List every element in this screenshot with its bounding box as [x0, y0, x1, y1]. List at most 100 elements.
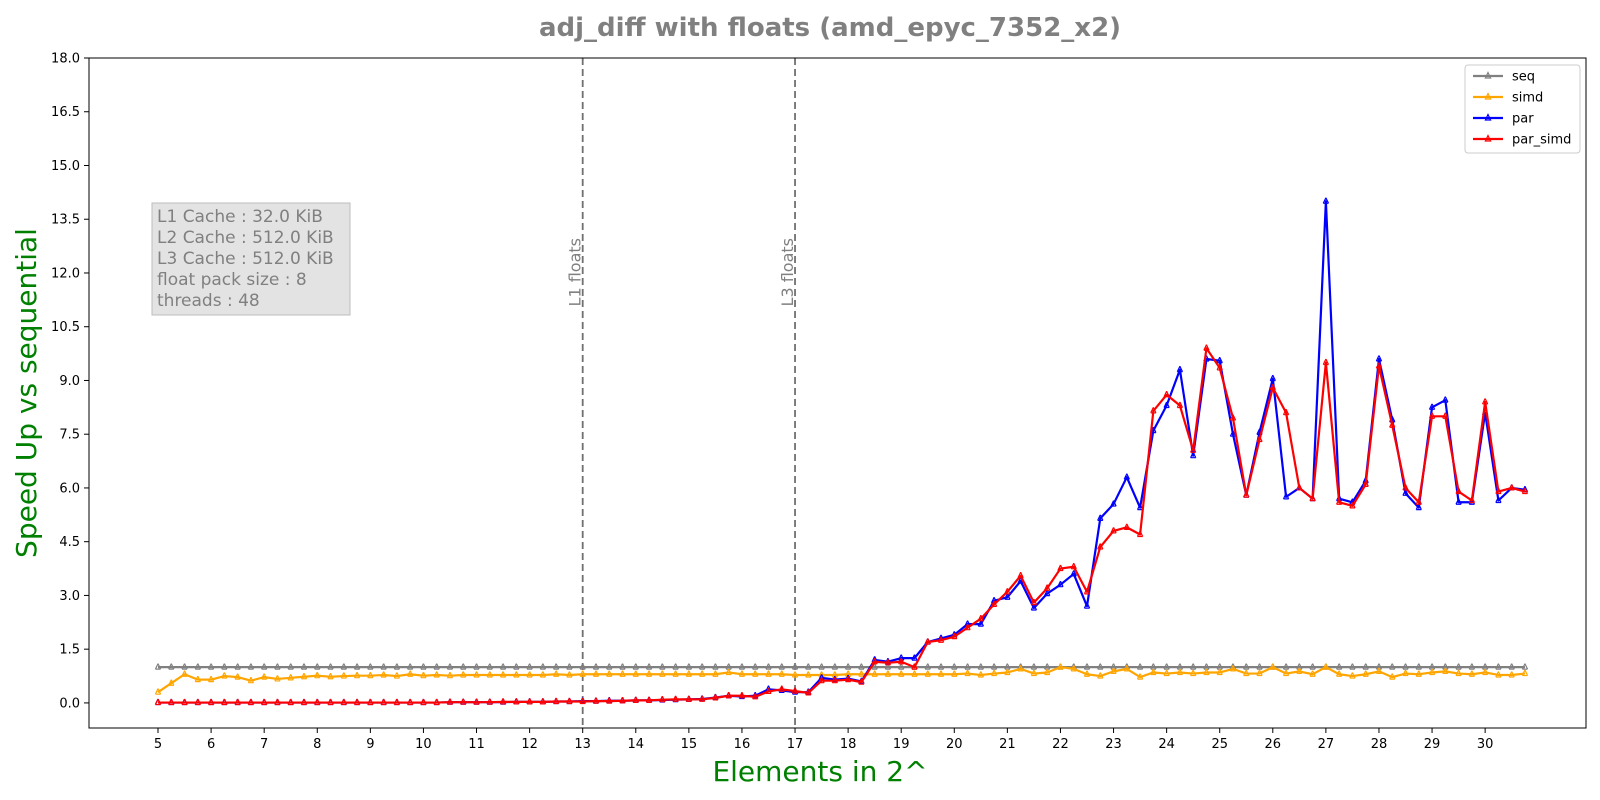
x-tick-label: 8 — [313, 737, 321, 752]
data-point-par_simd — [685, 695, 693, 702]
x-tick-label: 29 — [1424, 737, 1441, 752]
data-point-par_simd — [420, 698, 427, 706]
data-point-seq — [964, 663, 971, 670]
data-point-simd — [1057, 663, 1064, 670]
data-point-seq — [367, 663, 374, 670]
data-point-simd — [393, 672, 401, 679]
data-point-par_simd — [818, 676, 825, 684]
data-point-simd — [672, 670, 679, 677]
data-point-par — [1322, 197, 1330, 204]
data-point-simd — [486, 671, 493, 678]
data-point-par_simd — [1150, 407, 1157, 414]
data-point-simd — [698, 670, 706, 677]
data-point-par_simd — [805, 689, 812, 696]
data-point-par_simd — [446, 698, 454, 705]
data-point-par_simd — [234, 698, 241, 706]
data-point-par_simd — [778, 685, 785, 692]
data-point-simd — [499, 671, 507, 678]
data-point-par_simd — [632, 696, 639, 704]
data-point-simd — [234, 673, 241, 680]
info-l2-cache: L2 Cache : 512.0 KiB — [157, 228, 334, 248]
data-point-simd — [340, 672, 347, 679]
data-point-seq — [951, 663, 958, 670]
data-point-par_simd — [194, 698, 201, 706]
x-tick-label: 18 — [840, 737, 857, 752]
data-point-par_simd — [513, 698, 520, 705]
data-point-seq — [1136, 663, 1144, 670]
data-point-simd — [1402, 669, 1409, 677]
data-point-par_simd — [553, 697, 560, 705]
data-point-par_simd — [1163, 391, 1170, 398]
data-point-par_simd — [460, 698, 467, 705]
x-tick-label: 15 — [681, 737, 698, 752]
data-point-simd — [1150, 668, 1157, 676]
data-point-simd — [460, 671, 467, 678]
x-tick-label: 21 — [999, 737, 1016, 752]
data-point-par_simd — [884, 659, 892, 666]
info-l1-cache: L1 Cache : 32.0 KiB — [157, 207, 323, 227]
data-point-par_simd — [898, 657, 905, 665]
data-point-par — [1375, 355, 1383, 362]
data-point-par_simd — [1229, 414, 1237, 421]
data-point-seq — [407, 663, 414, 670]
data-point-par_simd — [1468, 496, 1476, 504]
data-point-par_simd — [1097, 543, 1104, 550]
data-point-par — [1282, 493, 1290, 500]
data-point-seq — [207, 663, 215, 670]
data-point-par_simd — [407, 698, 414, 706]
data-point-seq — [1521, 663, 1529, 670]
data-point-par — [1097, 514, 1104, 522]
data-point-simd — [964, 669, 971, 677]
data-point-par_simd — [221, 698, 228, 706]
data-point-simd — [937, 670, 945, 677]
data-point-seq — [606, 663, 613, 670]
x-tick-label: 6 — [207, 737, 215, 752]
data-point-seq — [1508, 663, 1515, 670]
data-point-simd — [1256, 669, 1263, 677]
data-point-par_simd — [1017, 571, 1024, 579]
data-point-par_simd — [367, 698, 374, 706]
data-point-par_simd — [951, 632, 958, 640]
y-axis-label: Speed Up vs sequential — [10, 228, 43, 558]
data-point-seq — [539, 663, 547, 670]
x-tick-label: 9 — [366, 737, 374, 752]
data-point-seq — [632, 663, 639, 670]
data-point-simd — [367, 671, 374, 679]
data-point-seq — [1282, 663, 1290, 670]
data-point-par — [1030, 604, 1038, 611]
data-point-par_simd — [353, 698, 361, 706]
data-point-seq — [685, 663, 693, 670]
data-point-par_simd — [964, 623, 971, 631]
legend-marker-seq — [1484, 71, 1492, 79]
data-point-par — [977, 620, 984, 627]
data-point-simd — [1070, 665, 1077, 672]
data-point-simd — [1097, 672, 1104, 679]
data-point-simd — [539, 671, 547, 678]
data-point-simd — [1216, 668, 1223, 676]
data-point-seq — [924, 663, 931, 670]
data-point-par — [1070, 570, 1077, 577]
data-point-par_simd — [1269, 383, 1276, 391]
data-point-simd — [1495, 671, 1502, 678]
data-point-seq — [778, 663, 785, 670]
data-point-simd — [858, 670, 865, 677]
series-par — [154, 197, 1529, 706]
data-point-simd — [805, 671, 812, 678]
data-point-seq — [380, 663, 387, 670]
data-point-seq — [752, 663, 759, 670]
data-point-par_simd — [300, 698, 308, 706]
data-point-simd — [553, 670, 560, 677]
data-point-seq — [420, 663, 427, 670]
data-point-par_simd — [539, 698, 547, 705]
data-point-par_simd — [911, 663, 918, 670]
data-point-par_simd — [1349, 502, 1356, 509]
data-point-simd — [221, 672, 228, 679]
data-point-seq — [168, 663, 175, 670]
legend-label-par_simd: par_simd — [1512, 133, 1571, 148]
data-point-par_simd — [207, 698, 215, 706]
x-tick-label: 13 — [574, 737, 591, 752]
data-point-simd — [1163, 669, 1170, 677]
data-point-seq — [672, 663, 679, 670]
y-tick-label: 9.0 — [59, 374, 80, 389]
data-point-seq — [579, 663, 586, 670]
